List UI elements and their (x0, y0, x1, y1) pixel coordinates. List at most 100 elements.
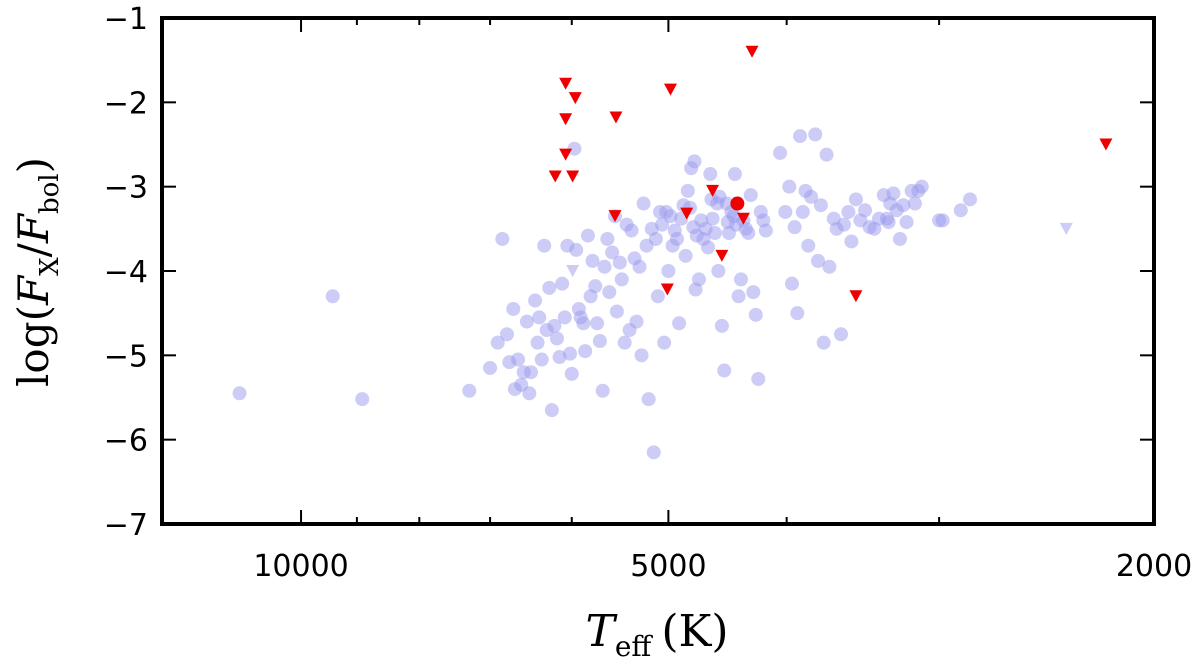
data-point (782, 179, 797, 194)
data-point (462, 383, 477, 398)
data-point (559, 113, 573, 126)
data-point (590, 316, 605, 331)
x-axis-label: Teff (K) (585, 606, 728, 663)
data-point (641, 392, 656, 407)
data-point (813, 198, 828, 213)
data-point (784, 276, 799, 291)
data-point (568, 92, 582, 105)
data-point (669, 231, 684, 246)
y-axis-label: log(FX/Fbol) (9, 157, 65, 387)
data-point (483, 360, 498, 375)
data-point (595, 383, 610, 398)
data-point (519, 314, 534, 329)
y-axis-label-num: F (9, 274, 58, 306)
data-point (578, 344, 593, 359)
y-axis-label-den-sub: bol (35, 173, 65, 214)
data-point (714, 318, 729, 333)
y-tick-label: −1 (104, 2, 148, 37)
data-point (566, 265, 580, 277)
data-point (537, 238, 552, 253)
axis-ticks: −1 −2 −3 −4 −5 −6 −7 10000 5000 2000 (104, 2, 1192, 584)
data-point (881, 215, 896, 230)
data-point (664, 83, 678, 96)
data-point (773, 145, 788, 160)
data-point (592, 333, 607, 348)
x-axis-label-symbol: T (585, 606, 618, 657)
x-tick-label: 5000 (630, 549, 706, 584)
data-point (1099, 138, 1113, 151)
data-point (490, 335, 505, 350)
data-point (848, 192, 863, 207)
data-point (746, 285, 761, 300)
data-point (660, 283, 674, 296)
data-point (567, 141, 582, 156)
x-axis-label-sub: eff (615, 630, 654, 663)
y-axis-label-prefix: log( (9, 305, 58, 387)
data-point (733, 272, 748, 287)
data-point (650, 289, 665, 304)
data-point (608, 210, 622, 223)
data-point (858, 203, 873, 218)
data-point (703, 167, 718, 182)
data-point (528, 293, 543, 308)
data-point (559, 148, 573, 161)
data-point (600, 231, 615, 246)
data-point (801, 238, 816, 253)
data-point (736, 212, 750, 225)
data-point (629, 314, 644, 329)
data-point (506, 301, 521, 316)
data-point (511, 352, 526, 367)
data-point (730, 196, 745, 211)
data-point (907, 196, 922, 211)
data-point (808, 127, 823, 142)
data-point (564, 366, 579, 381)
series-background-detections (232, 127, 978, 460)
data-point (605, 245, 620, 260)
data-point (711, 264, 726, 278)
data-point (727, 167, 742, 182)
data-point (624, 223, 639, 238)
data-point (715, 249, 729, 262)
data-point (899, 215, 914, 230)
data-point (544, 403, 559, 418)
data-point (555, 276, 570, 291)
data-point (811, 253, 826, 268)
data-point (566, 170, 580, 183)
y-axis-label-suffix: ) (9, 157, 58, 173)
data-point (680, 207, 694, 220)
data-point (706, 184, 720, 197)
series-highlighted-upper-limits (548, 45, 1113, 303)
data-point (495, 231, 510, 246)
data-point (632, 259, 647, 274)
data-point (530, 335, 545, 350)
y-tick-label: −4 (104, 255, 148, 290)
data-point (844, 234, 859, 249)
data-point (691, 272, 706, 287)
data-point (663, 209, 678, 224)
data-point (678, 248, 693, 263)
data-point (849, 290, 863, 303)
data-point (914, 179, 929, 194)
data-point (569, 242, 584, 257)
x-axis-label-unit: (K) (661, 606, 728, 657)
data-point (499, 327, 514, 342)
data-point (822, 259, 837, 274)
data-point (542, 280, 557, 295)
y-axis-label-den: F (9, 212, 58, 244)
data-point (548, 170, 562, 183)
data-point (731, 289, 746, 304)
data-point (534, 352, 549, 367)
data-point (355, 392, 370, 407)
data-point (636, 196, 651, 211)
y-axis-label-num-sub: X (35, 257, 65, 276)
data-point (522, 386, 537, 401)
data-point (834, 327, 849, 342)
data-point (745, 45, 759, 58)
data-point (602, 285, 617, 300)
data-point (687, 154, 702, 169)
data-point (661, 264, 676, 278)
data-point (646, 445, 661, 460)
data-point (634, 348, 649, 363)
data-point (790, 306, 805, 321)
data-point (609, 304, 624, 319)
